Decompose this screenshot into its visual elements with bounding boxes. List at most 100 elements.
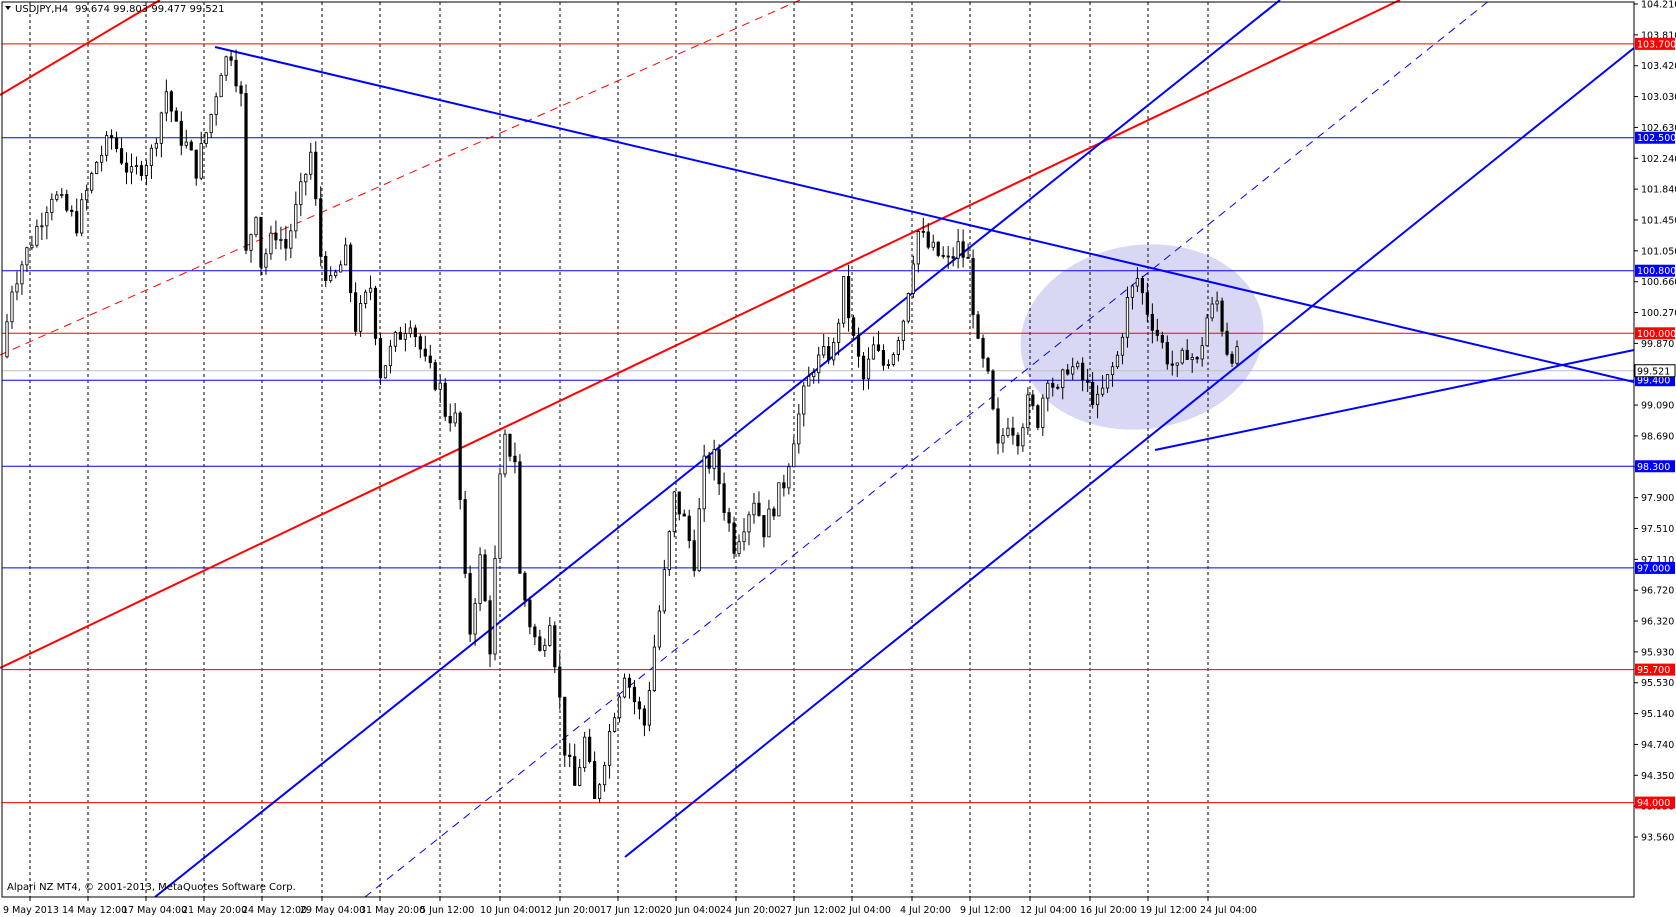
candle-body <box>393 331 398 347</box>
candle-body <box>1086 379 1090 383</box>
y-tick-label: 101.050 <box>1641 246 1676 257</box>
x-tick-label: 10 Jun 04:00 <box>480 905 540 916</box>
candle-body <box>956 241 960 259</box>
candle-body <box>573 756 577 786</box>
candle-body <box>45 212 49 227</box>
candle-body <box>642 708 647 726</box>
candle-body <box>398 331 403 340</box>
candle-body <box>169 91 173 112</box>
candle-body <box>418 336 422 350</box>
candle-body <box>60 193 64 196</box>
candle-body <box>234 59 238 87</box>
candle-body <box>304 173 308 183</box>
candle-body <box>353 292 358 332</box>
candle-body <box>483 554 487 602</box>
candle-body <box>747 514 751 533</box>
candle-body <box>1016 434 1020 447</box>
candle-body <box>204 132 208 144</box>
x-tick-label: 17 May 04:00 <box>122 905 187 916</box>
candle-body <box>453 412 457 424</box>
candle-body <box>244 93 248 251</box>
triangle-down-icon[interactable] <box>5 6 11 10</box>
candle-body <box>1091 381 1095 406</box>
candle-body <box>1145 292 1149 315</box>
candle-body <box>154 142 158 149</box>
candle-body <box>289 230 293 249</box>
candle-body <box>687 515 691 542</box>
candle-body <box>114 137 119 150</box>
candle-body <box>842 276 846 324</box>
candle-body <box>563 696 567 756</box>
candle-body <box>294 204 298 232</box>
candle-body <box>1135 278 1140 287</box>
blue-resistance-line <box>214 46 1635 383</box>
candle-body <box>871 344 876 360</box>
candle-body <box>1130 285 1135 298</box>
y-tick-label: 102.240 <box>1641 154 1676 165</box>
x-tick-label: 19 Jul 12:00 <box>1140 905 1197 916</box>
candle-body <box>488 600 492 655</box>
current-price-box <box>1634 364 1676 378</box>
candle-body <box>498 473 502 559</box>
candle-body <box>827 346 831 361</box>
candle-body <box>772 508 776 517</box>
candle-body <box>329 275 333 281</box>
candle-body <box>493 558 497 655</box>
candle-body <box>598 784 602 800</box>
candle-body <box>279 239 283 241</box>
level-tag-label: 95.700 <box>1637 665 1670 676</box>
x-tick-label: 9 Jul 12:00 <box>960 905 1011 916</box>
candle-body <box>612 717 617 732</box>
candle-body <box>239 85 243 94</box>
candle-body <box>692 540 696 572</box>
candle-body <box>866 358 871 380</box>
level-tag-label: 103.700 <box>1637 39 1676 50</box>
candle-body <box>1215 300 1219 305</box>
candle-body <box>792 443 796 468</box>
candle-body <box>1150 313 1154 331</box>
candle-body <box>617 696 622 719</box>
candle-body <box>727 512 731 524</box>
x-tick-label: 12 Jul 04:00 <box>1020 905 1077 916</box>
candle-body <box>149 147 154 166</box>
candle-body <box>906 293 910 322</box>
candle-body <box>358 303 363 332</box>
candle-body <box>732 522 736 554</box>
candle-body <box>523 572 527 601</box>
candle-body <box>50 198 54 213</box>
x-tick-label: 5 Jun 12:00 <box>420 905 474 916</box>
y-tick-label: 94.350 <box>1641 771 1674 782</box>
level-tag-label: 99.400 <box>1637 376 1670 387</box>
candle-body <box>1220 300 1224 332</box>
candle-body <box>667 531 671 571</box>
candle-body <box>578 767 582 786</box>
candle-body <box>189 141 193 151</box>
candle-body <box>503 433 507 475</box>
candle-body <box>916 230 920 265</box>
y-tick-label: 97.510 <box>1641 524 1674 535</box>
y-tick-label: 103.030 <box>1641 92 1676 103</box>
candle-body <box>996 408 1000 444</box>
trend-lines <box>0 0 1635 898</box>
candle-body <box>802 385 806 415</box>
candle-body <box>70 209 74 212</box>
candle-body <box>383 365 388 379</box>
candle-body <box>1120 336 1125 356</box>
candle-body <box>787 466 791 489</box>
level-tags: 103.700 102.500 100.800 100.000 99.400 98.300… <box>1634 37 1676 809</box>
x-tick-label: 20 Jun 04:00 <box>660 905 720 916</box>
candle-body <box>851 317 856 336</box>
candle-body <box>20 264 24 285</box>
candle-body <box>657 610 661 648</box>
candle-body <box>647 690 651 726</box>
level-tag-label: 100.800 <box>1637 266 1676 277</box>
chart-header[interactable]: USDJPY,H4 99.674 99.803 99.477 99.521 <box>5 4 225 15</box>
candle-body <box>95 161 99 174</box>
symbol-label: USDJPY,H4 <box>15 4 68 15</box>
candle-body <box>1230 353 1234 364</box>
candle-body <box>1061 369 1065 389</box>
y-tick-label: 101.450 <box>1641 215 1676 226</box>
candle-body <box>1066 369 1070 375</box>
